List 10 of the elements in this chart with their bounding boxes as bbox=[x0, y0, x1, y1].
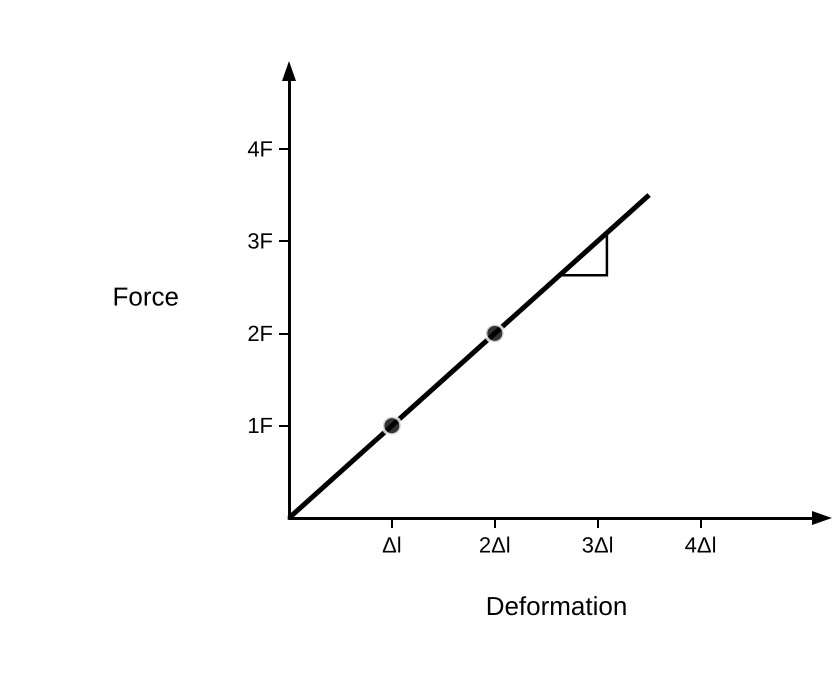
y-tick-label: 1F bbox=[247, 413, 273, 438]
y-axis-title: Force bbox=[112, 282, 179, 312]
x-tick-label: 2Δl bbox=[478, 532, 511, 558]
x-tick-label: 4Δl bbox=[684, 532, 716, 558]
y-tick-label: 4F bbox=[247, 136, 273, 162]
y-tick-label: 3F bbox=[247, 228, 273, 254]
y-tick-label: 2F bbox=[247, 320, 273, 346]
x-axis-title: Deformation bbox=[486, 591, 628, 621]
x-tick-label: Δl bbox=[382, 532, 402, 558]
x-tick-label: 3Δl bbox=[582, 532, 614, 558]
